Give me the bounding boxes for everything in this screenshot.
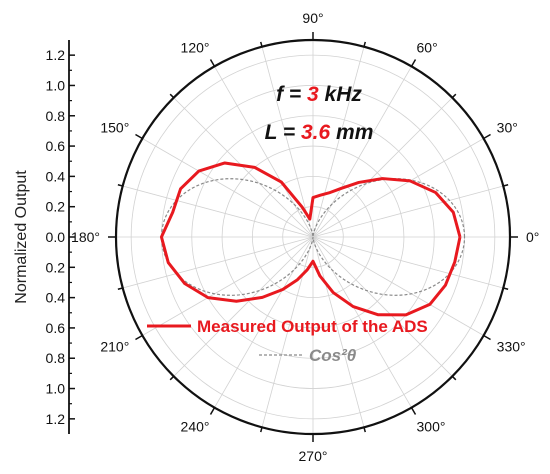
annotation-part: 3 [307, 83, 319, 106]
annotation-part: = [277, 121, 301, 144]
angle-tick-mark [503, 287, 509, 291]
radial-tick-label: 0.2 [46, 259, 66, 275]
angle-label-60: 60° [417, 39, 438, 55]
angle-tick-mark [209, 59, 216, 67]
length-annotation: L = 3.6 mm [265, 121, 374, 144]
angle-tick-mark [451, 93, 457, 99]
grid-spoke-75 [312, 46, 365, 238]
radial-tick-label: 1.2 [46, 47, 66, 63]
annotation-part: kHz [319, 83, 363, 106]
angle-label-300: 300° [417, 419, 446, 435]
angle-tick-mark [135, 133, 143, 140]
annotation-block: f = 3 kHz L = 3.6 mm [265, 83, 374, 144]
grid-spoke-345 [312, 236, 504, 289]
grid-spoke-195 [122, 236, 314, 289]
radial-tick-label: 0.6 [46, 138, 66, 154]
grid-spoke-135 [173, 97, 314, 238]
annotation-part: L [265, 121, 277, 144]
angle-label-90: 90° [302, 10, 323, 26]
angle-tick-mark [363, 41, 367, 47]
angle-label-240: 240° [181, 419, 210, 435]
angle-tick-mark [135, 334, 143, 341]
grid-spoke-30 [312, 138, 484, 238]
grid-spoke-165 [122, 185, 314, 238]
angle-label-30: 30° [497, 120, 518, 136]
grid-spoke-300 [312, 236, 412, 408]
radial-tick-label: 1.0 [46, 381, 66, 397]
angle-label-330: 330° [497, 339, 526, 355]
angle-tick-mark [259, 427, 263, 433]
angle-tick-mark [259, 41, 263, 47]
angle-tick-mark [503, 183, 509, 187]
angle-label-180: 180° [71, 229, 100, 245]
grid-spoke-105 [261, 46, 314, 238]
grid-spoke-285 [312, 236, 365, 428]
angle-tick-mark [117, 183, 123, 187]
radial-tick-label: 0.4 [46, 290, 66, 306]
angle-labels: 0° 30° 60° 90° 120° 150° 180° 210° 240° 270° 300° 3… [71, 10, 539, 464]
angle-tick-mark [483, 133, 491, 140]
frequency-annotation: f = 3 kHz [276, 83, 362, 106]
radial-tick-label: 1.0 [46, 77, 66, 93]
radial-tick-label: 0.8 [46, 350, 66, 366]
angle-tick-mark [410, 59, 417, 67]
annotation-part: = [283, 83, 307, 106]
grid-spoke-15 [312, 185, 504, 238]
polar-grid [108, 32, 518, 442]
grid-spoke-255 [261, 236, 314, 428]
angle-label-0: 0° [526, 229, 539, 245]
annotation-part: 3.6 [301, 121, 331, 144]
grid-spoke-210 [142, 236, 314, 336]
angle-label-120: 120° [181, 39, 210, 55]
angle-tick-mark [363, 427, 367, 433]
angle-label-270: 270° [299, 448, 328, 464]
grid-spoke-45 [312, 97, 453, 238]
angle-label-210: 210° [100, 339, 129, 355]
legend: Measured Output of the ADS Cos²θ [147, 317, 428, 365]
grid-spoke-60 [312, 66, 412, 238]
angle-tick-mark [169, 375, 175, 381]
y-axis-label: Normalized Output [13, 170, 30, 304]
annotation-part: f [276, 83, 285, 106]
angle-label-150: 150° [100, 120, 129, 136]
radial-tick-label: 0.2 [46, 199, 66, 215]
angle-tick-mark [451, 375, 457, 381]
angle-tick-mark [117, 287, 123, 291]
radial-tick-label: 1.2 [46, 411, 66, 427]
radial-tick-label: 0.0 [46, 229, 66, 245]
angle-tick-mark [209, 407, 216, 415]
angle-tick-mark [410, 407, 417, 415]
series-layer [159, 161, 466, 317]
angle-tick-mark [169, 93, 175, 99]
radial-tick-label: 0.6 [46, 320, 66, 336]
radial-tick-label: 0.4 [46, 168, 66, 184]
grid-spoke-150 [142, 138, 314, 238]
series-measured-line [159, 161, 462, 317]
legend-label-cos2: Cos²θ [309, 346, 357, 365]
grid-spoke-225 [173, 236, 314, 377]
grid-spoke-120 [214, 66, 314, 238]
grid-spoke-315 [312, 236, 453, 377]
grid-spoke-240 [214, 236, 314, 408]
series-cos2-line [160, 178, 466, 296]
annotation-part: mm [330, 121, 373, 144]
legend-label-measured: Measured Output of the ADS [197, 317, 428, 336]
grid-spoke-330 [312, 236, 484, 336]
angle-tick-mark [483, 334, 491, 341]
radial-tick-label: 0.8 [46, 108, 66, 124]
radial-axis: 1.2 1.0 0.8 0.6 0.4 0.2 0.0 0.2 0.4 0.6 0.8 1.0 1.2 [46, 40, 75, 434]
